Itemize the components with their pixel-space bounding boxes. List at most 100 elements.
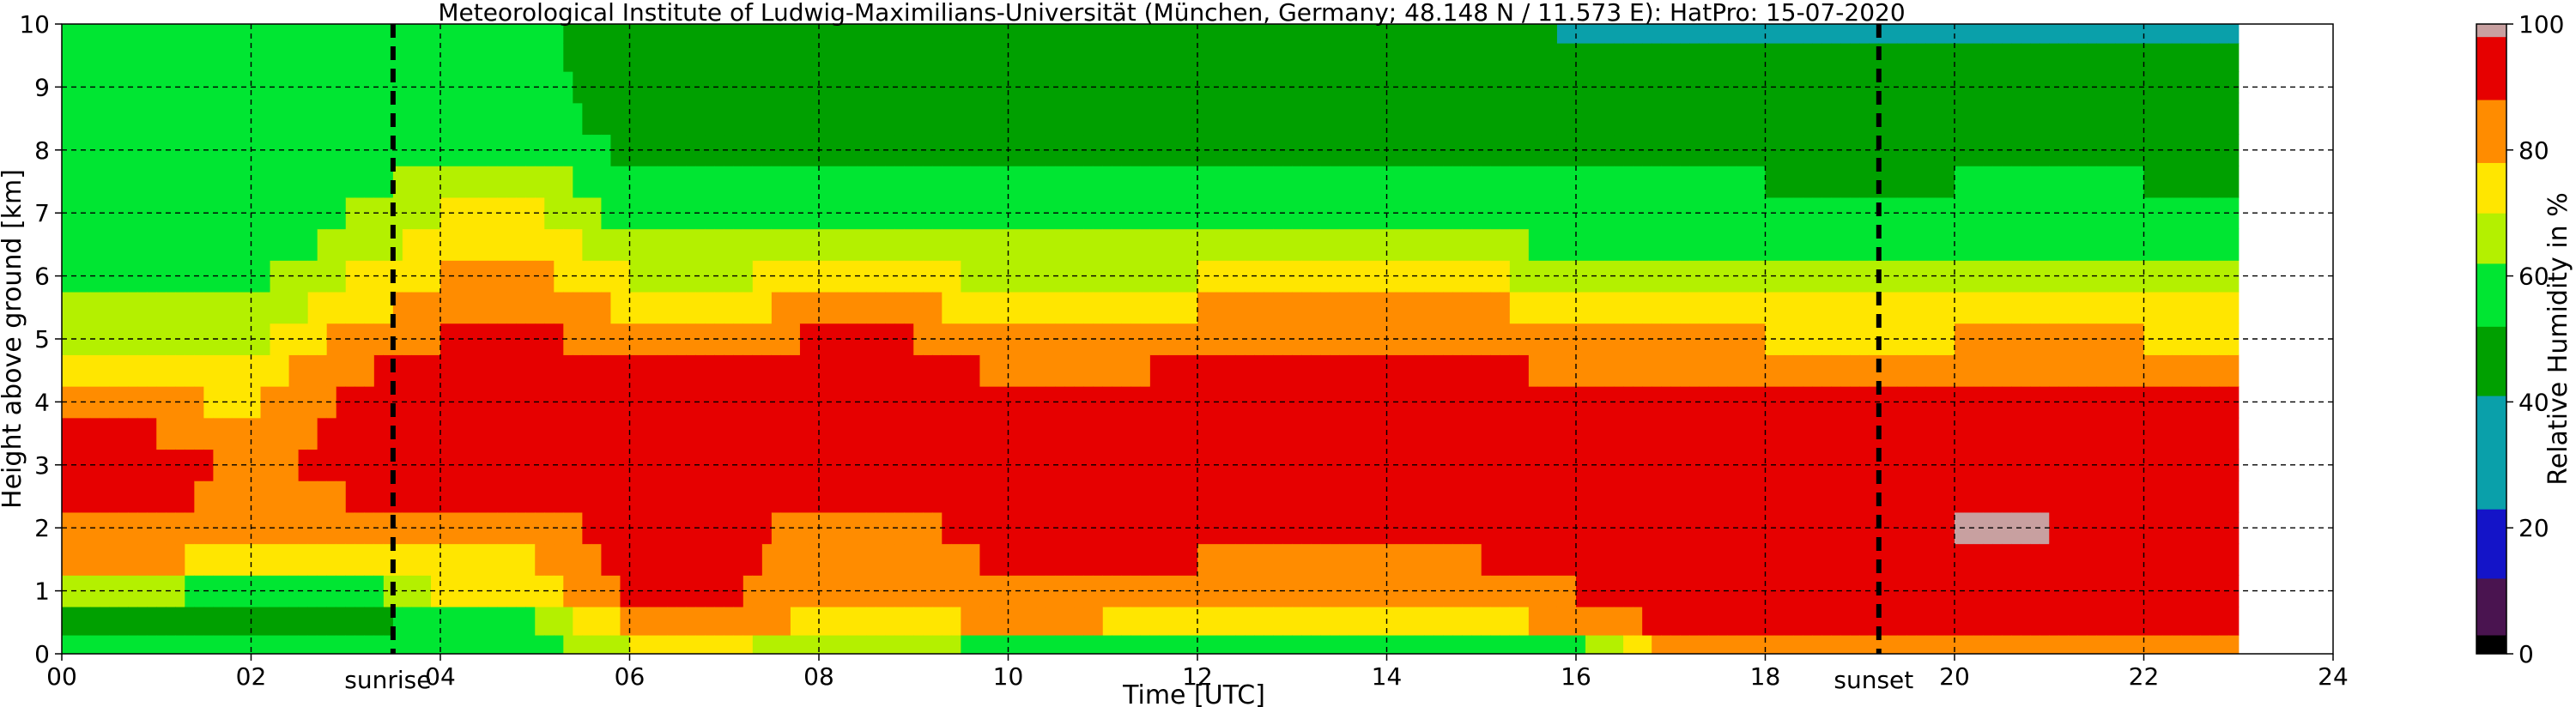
- heatmap-cell: [979, 606, 991, 636]
- heatmap-cell: [1652, 291, 1662, 324]
- heatmap-cell: [1207, 43, 1217, 72]
- heatmap-cell: [2200, 354, 2211, 387]
- heatmap-cell: [1149, 634, 1161, 654]
- heatmap-cell: [1452, 228, 1464, 261]
- heatmap-cell: [1500, 43, 1511, 72]
- heatmap-cell: [1840, 449, 1852, 481]
- heatmap-cell: [1537, 134, 1549, 166]
- heatmap-cell: [2124, 228, 2136, 261]
- heatmap-cell: [2068, 480, 2078, 513]
- heatmap-cell: [1784, 354, 1795, 387]
- heatmap-cell: [639, 166, 650, 198]
- heatmap-cell: [1547, 634, 1558, 654]
- heatmap-cell: [1046, 228, 1057, 261]
- heatmap-cell: [506, 24, 517, 44]
- heatmap-cell: [904, 449, 914, 481]
- heatmap-cell: [761, 43, 773, 72]
- heatmap-cell: [525, 511, 536, 545]
- heatmap-cell: [1264, 291, 1274, 324]
- heatmap-cell: [667, 43, 678, 72]
- heatmap-cell: [1008, 291, 1019, 324]
- heatmap-cell: [961, 417, 971, 450]
- heatmap-cell: [1367, 228, 1379, 261]
- heatmap-cell: [1149, 71, 1161, 104]
- heatmap-cell: [1367, 291, 1379, 324]
- heatmap-cell: [799, 71, 810, 104]
- heatmap-cell: [1197, 102, 1208, 136]
- heatmap-cell: [1481, 386, 1492, 419]
- heatmap-cell: [923, 386, 933, 419]
- heatmap-cell: [1718, 323, 1728, 355]
- heatmap-cell: [1821, 575, 1833, 607]
- heatmap-cell: [648, 260, 659, 293]
- heatmap-cell: [1566, 71, 1577, 104]
- heatmap-cell: [591, 71, 603, 104]
- heatmap-cell: [156, 543, 167, 576]
- heatmap-cell: [932, 323, 943, 355]
- heatmap-cell: [1576, 71, 1586, 104]
- heatmap-cell: [563, 449, 573, 481]
- heatmap-cell: [2030, 543, 2040, 576]
- colorbar-segment: [2476, 36, 2506, 100]
- heatmap-cell: [1906, 449, 1918, 481]
- heatmap-cell: [1935, 543, 1946, 576]
- heatmap-cell: [885, 102, 895, 136]
- heatmap-cell: [279, 260, 290, 293]
- heatmap-cell: [1897, 575, 1908, 607]
- heatmap-cell: [1377, 575, 1388, 607]
- heatmap-cell: [1576, 449, 1586, 481]
- heatmap-cell: [1462, 71, 1473, 104]
- heatmap-cell: [1793, 606, 1804, 636]
- heatmap-cell: [951, 291, 961, 324]
- heatmap-cell: [1235, 606, 1246, 636]
- heatmap-cell: [544, 134, 555, 166]
- heatmap-cell: [885, 323, 895, 355]
- heatmap-cell: [1386, 102, 1397, 136]
- x-tick-label: 20: [1939, 662, 1970, 691]
- heatmap-cell: [1840, 543, 1852, 576]
- heatmap-cell: [620, 449, 631, 481]
- heatmap-cell: [241, 449, 252, 481]
- heatmap-cell: [733, 449, 744, 481]
- heatmap-cell: [2106, 166, 2117, 198]
- heatmap-cell: [573, 354, 583, 387]
- heatmap-cell: [213, 24, 224, 44]
- heatmap-cell: [1481, 323, 1492, 355]
- heatmap-cell: [799, 480, 810, 513]
- x-tick-label: 04: [425, 662, 456, 691]
- heatmap-cell: [411, 511, 422, 545]
- heatmap-cell: [2077, 417, 2088, 450]
- heatmap-cell: [724, 166, 735, 198]
- heatmap-cell: [1821, 323, 1833, 355]
- heatmap-cell: [658, 24, 669, 44]
- heatmap-cell: [923, 196, 933, 230]
- heatmap-cell: [1235, 417, 1246, 450]
- heatmap-cell: [799, 228, 810, 261]
- heatmap-cell: [1623, 43, 1633, 72]
- heatmap-cell: [203, 417, 215, 450]
- heatmap-cell: [1821, 291, 1833, 324]
- heatmap-cell: [913, 24, 924, 44]
- heatmap-cell: [979, 386, 991, 419]
- x-tick-label: 22: [2129, 662, 2160, 691]
- heatmap-cell: [1245, 543, 1255, 576]
- heatmap-cell: [2011, 417, 2021, 450]
- heatmap-cell: [809, 102, 820, 136]
- heatmap-cell: [838, 102, 848, 136]
- heatmap-cell: [1556, 449, 1567, 481]
- heatmap-cell: [506, 354, 517, 387]
- heatmap-cell: [241, 575, 252, 607]
- heatmap-cell: [392, 24, 403, 44]
- heatmap-cell: [951, 228, 961, 261]
- heatmap-cell: [1964, 196, 1974, 230]
- heatmap-cell: [2115, 166, 2126, 198]
- heatmap-cell: [469, 634, 479, 654]
- heatmap-cell: [2200, 417, 2211, 450]
- heatmap-cell: [260, 354, 271, 387]
- heatmap-cell: [1074, 511, 1085, 545]
- heatmap-cell: [1264, 196, 1274, 230]
- heatmap-cell: [307, 511, 318, 545]
- heatmap-cell: [876, 228, 886, 261]
- heatmap-cell: [667, 228, 678, 261]
